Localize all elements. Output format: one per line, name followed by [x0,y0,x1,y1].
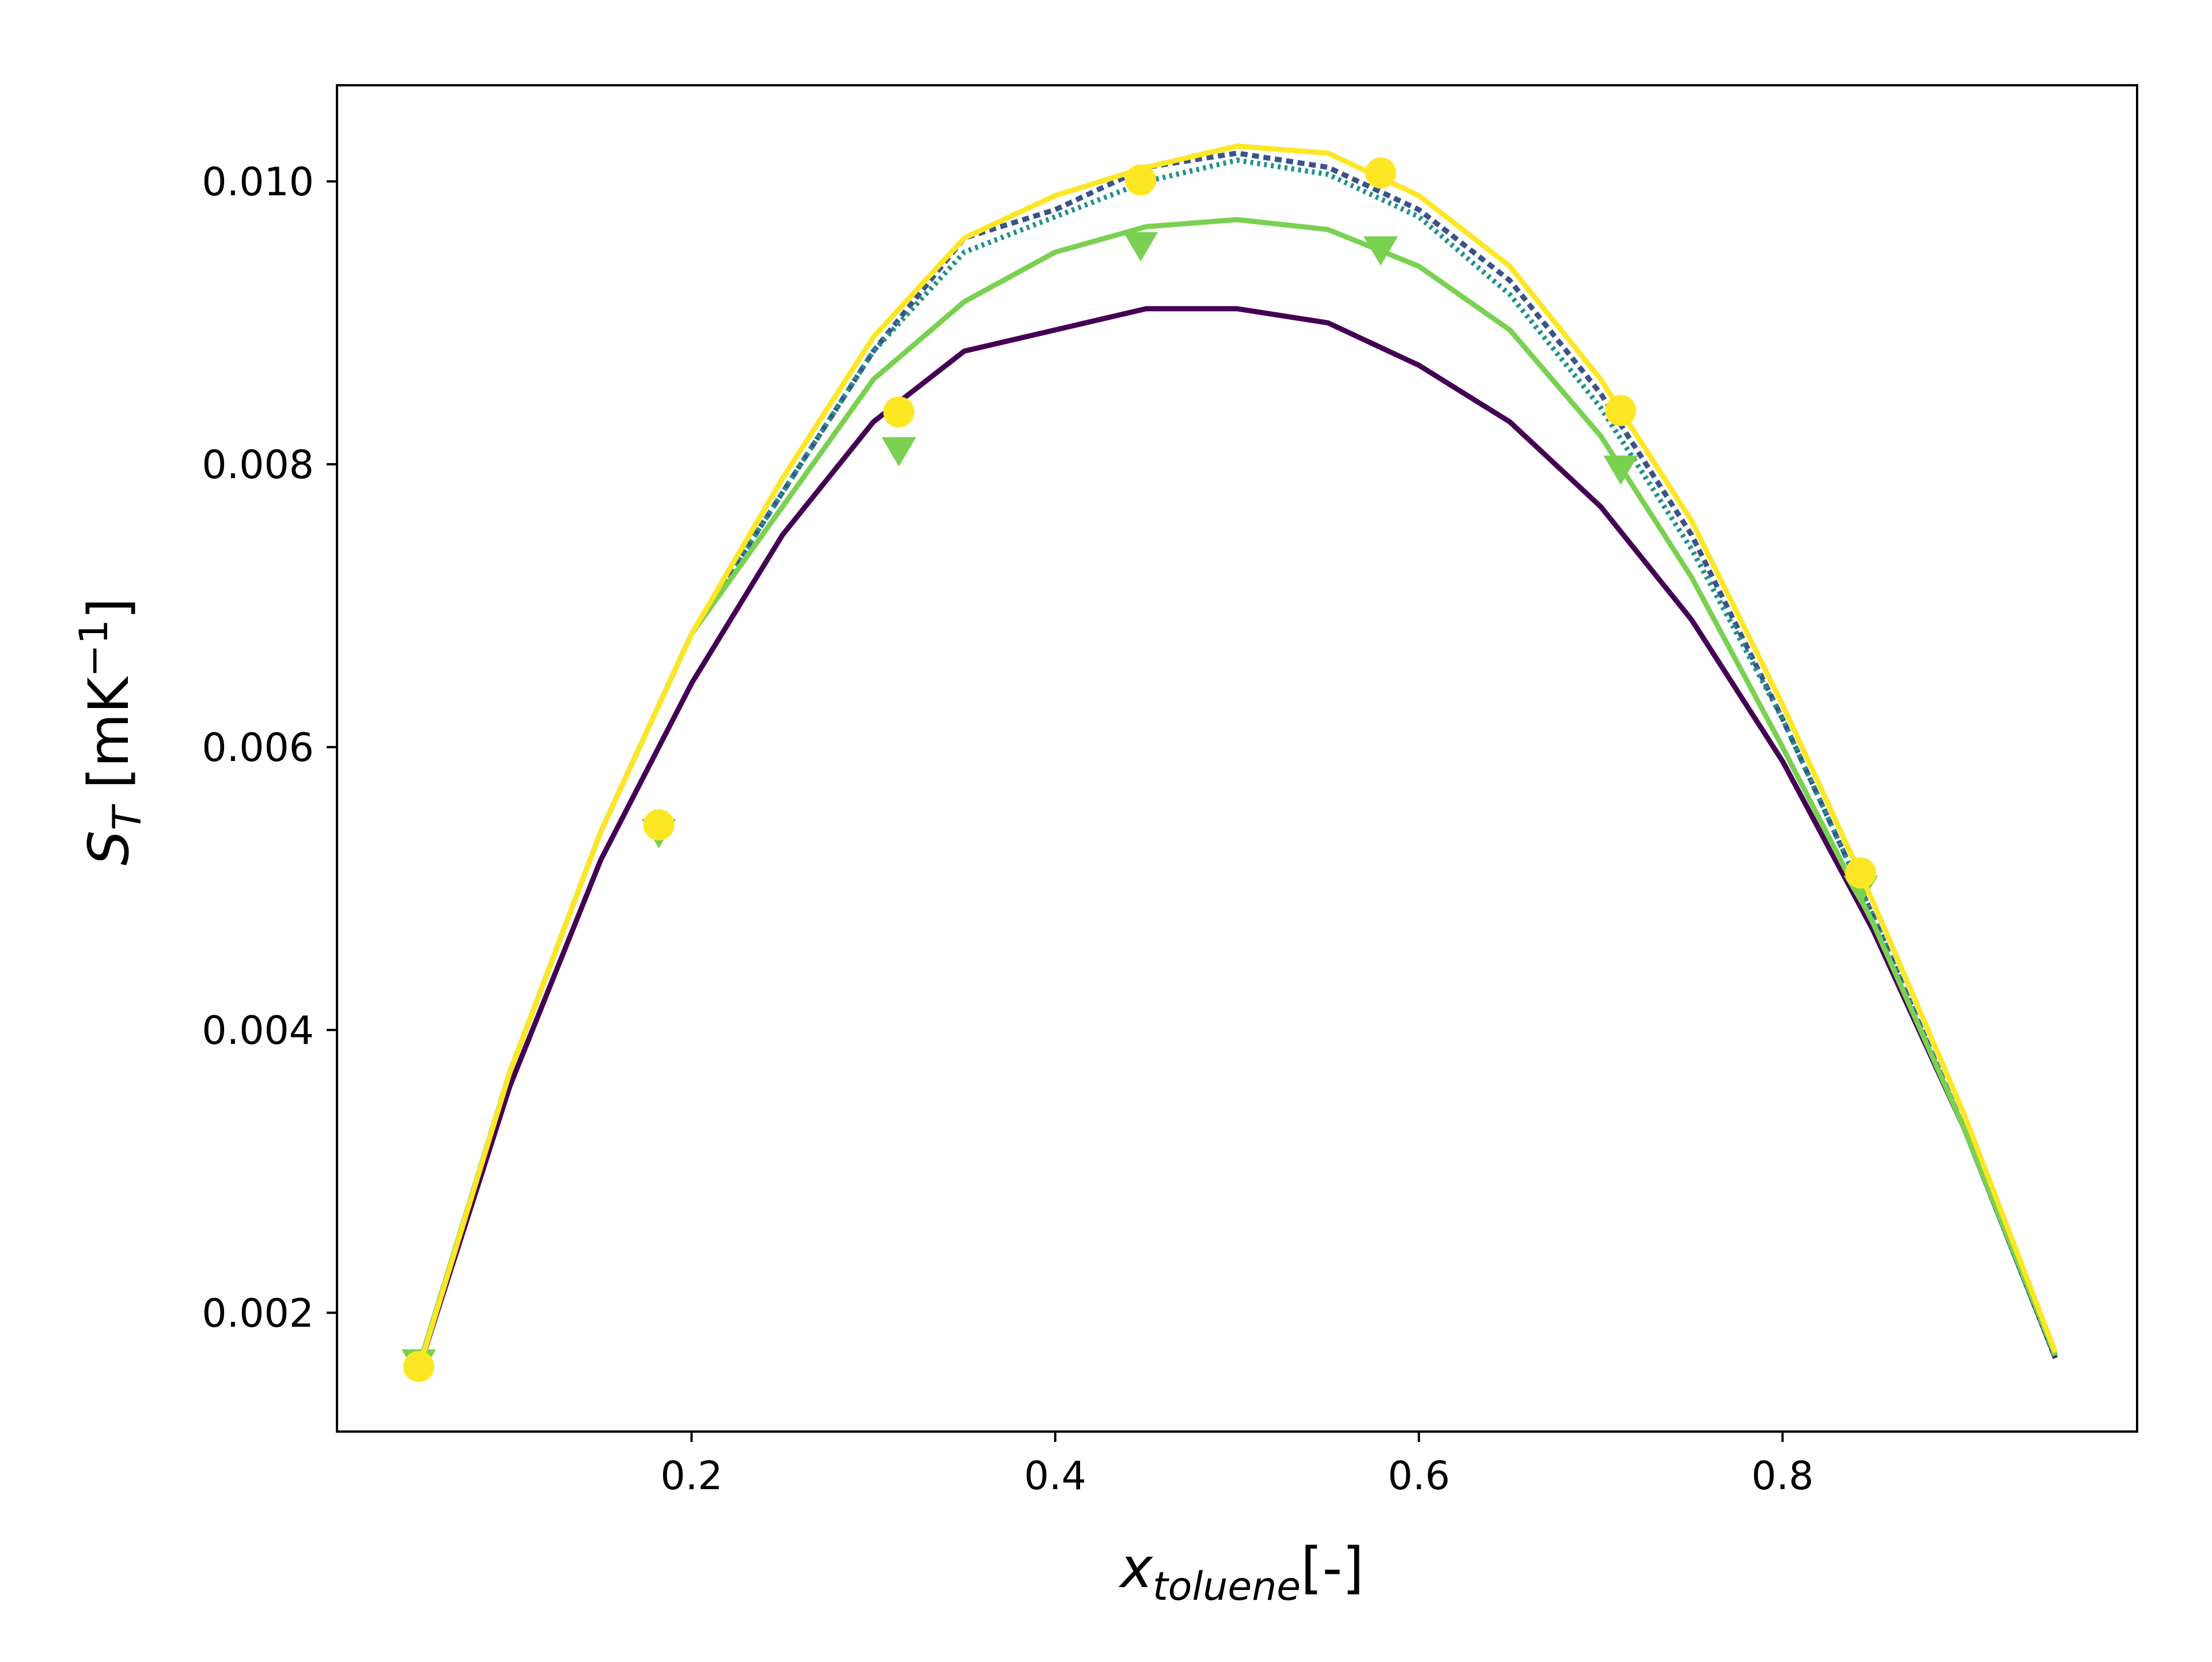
series-4-triangle-marker [1603,455,1638,485]
x-tick-label: 0.6 [1388,1453,1450,1499]
y-tick-label: 0.004 [202,1008,314,1054]
series-5-circle-marker [1365,157,1396,189]
series-5-circle-marker [1605,395,1637,426]
x-tick-label: 0.2 [660,1453,722,1499]
series-layer [402,143,2058,1383]
x-axis-label-main: x [1118,1536,1153,1600]
series-4-triangle-marker [881,437,916,467]
y-axis-label-main: S [77,830,141,865]
plot-frame [336,84,2138,1433]
y-tick-label: 0.010 [202,160,314,205]
y-axis-label-unit-close: ] [77,598,141,619]
y-tick-label: 0.002 [202,1291,314,1337]
series-5-circle-marker [643,809,675,841]
x-axis-label-sub: toluene [1153,1564,1301,1610]
x-tick-label: 0.8 [1751,1453,1813,1499]
series-5-circle-marker [1845,857,1877,889]
y-axis-label-unit: [mK [77,676,141,806]
y-axis-label-unit-exponent: −1 [71,619,117,677]
x-axis-label: xtoluene[-] [1118,1536,1363,1610]
x-tick-label: 0.4 [1024,1453,1086,1499]
series-5-circle-marker [883,396,915,428]
series-5-circle-marker [1125,164,1157,196]
series-4-triangle-marker [1123,232,1158,262]
y-axis-label: ST [mK−1] [71,598,150,866]
x-axis-label-suffix: [-] [1301,1536,1364,1600]
series-4-triangle-marker [1363,236,1398,266]
series-line-1 [416,306,2058,1371]
series-5-circle-marker [403,1351,435,1383]
y-tick-label: 0.008 [202,442,314,488]
y-axis-ticks: 0.002 0.004 0.006 0.008 0.010 [202,160,337,1337]
series-line-5 [416,143,2058,1371]
x-axis-ticks: 0.2 0.4 0.6 0.8 [660,1432,1814,1499]
y-tick-label: 0.006 [202,725,314,771]
y-axis-label-sub: T [105,804,150,830]
